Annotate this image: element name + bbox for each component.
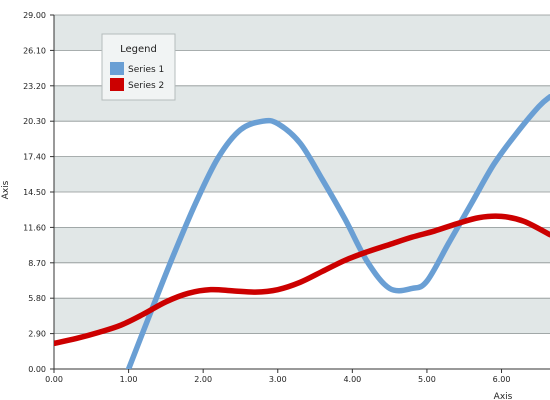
legend-label-series-2: Series 2 <box>128 81 164 91</box>
y-tick-label: 14.50 <box>23 188 46 197</box>
x-tick-label: 0.00 <box>45 375 63 384</box>
y-tick-label: 8.70 <box>28 259 46 268</box>
x-tick-label: 5.00 <box>418 375 436 384</box>
y-tick-label: 11.60 <box>23 223 46 232</box>
y-axis-title: Axis <box>1 180 11 199</box>
legend-swatch-series-2 <box>110 78 124 91</box>
grid-band <box>54 156 550 192</box>
legend-swatch-series-1 <box>110 62 124 75</box>
y-tick-label: 0.00 <box>28 365 46 374</box>
series-line-1 <box>125 94 550 369</box>
x-axis-ticks: 0.00 1.00 2.00 3.00 4.00 5.00 6.00 <box>45 369 510 384</box>
series-layer <box>54 94 550 369</box>
legend: Legend Series 1 Series 2 <box>101 33 176 101</box>
x-axis-title: Axis <box>494 392 513 400</box>
y-axis-ticks: 0.00 2.90 5.80 8.70 11.60 14.50 17.40 20.30 23.2… <box>23 11 54 374</box>
legend-title: Legend <box>120 44 157 55</box>
x-tick-label: 3.00 <box>269 375 287 384</box>
y-tick-label: 2.90 <box>28 330 46 339</box>
y-tick-label: 17.40 <box>23 153 46 162</box>
y-tick-label: 29.00 <box>23 11 46 20</box>
x-tick-label: 4.00 <box>343 375 361 384</box>
y-tick-label: 20.30 <box>23 117 46 126</box>
legend-label-series-1: Series 1 <box>128 65 164 75</box>
x-tick-label: 1.00 <box>120 375 138 384</box>
x-tick-label: 2.00 <box>194 375 212 384</box>
x-tick-label: 6.00 <box>493 375 511 384</box>
series-line-2 <box>54 213 550 347</box>
y-tick-label: 23.20 <box>23 82 46 91</box>
y-tick-label: 26.10 <box>23 46 46 55</box>
grid-band <box>54 298 550 334</box>
grid-band <box>54 227 550 263</box>
y-tick-label: 5.80 <box>28 294 46 303</box>
